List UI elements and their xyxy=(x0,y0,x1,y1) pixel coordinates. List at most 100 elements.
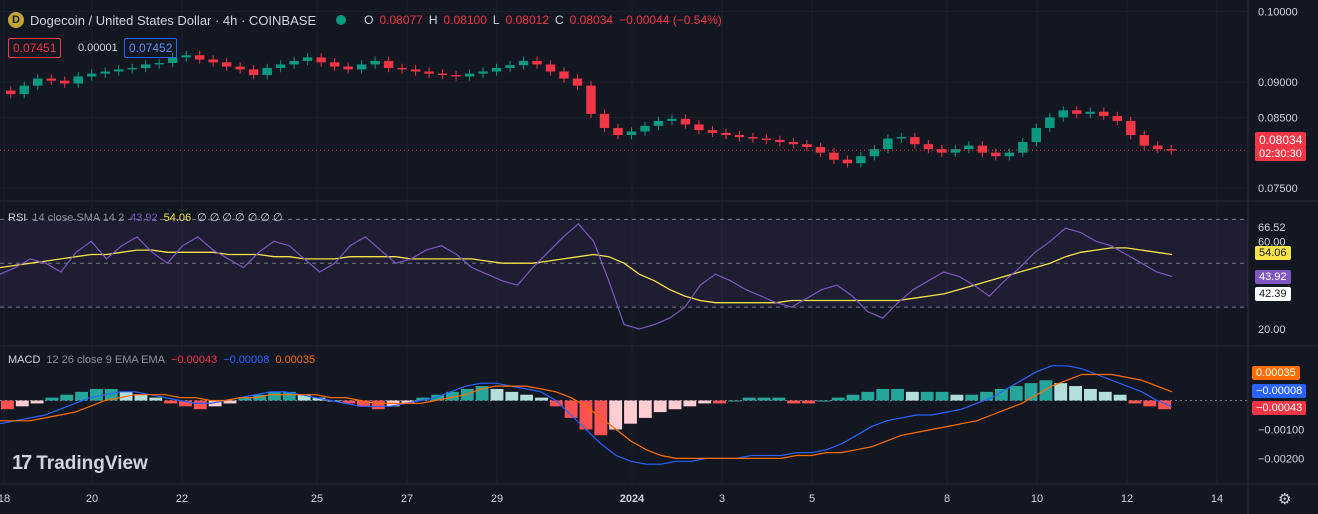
candle-body xyxy=(100,71,110,74)
candle-body xyxy=(329,62,340,67)
candle-body xyxy=(856,156,866,164)
macd-histogram-bar xyxy=(668,400,682,410)
candle-body xyxy=(248,69,259,76)
candle-body xyxy=(235,66,245,70)
macd-axis-label: −0.00100 xyxy=(1258,424,1304,436)
candle-body xyxy=(1018,142,1028,153)
candle-body xyxy=(181,55,191,58)
candle-body xyxy=(640,125,650,132)
macd-histogram-bar xyxy=(891,388,904,401)
candle-body xyxy=(775,139,785,143)
rsi-line xyxy=(0,222,1173,330)
gear-icon[interactable]: ⚙ xyxy=(1278,491,1292,508)
rsi-pane[interactable] xyxy=(0,218,1248,330)
candle-body xyxy=(505,65,515,68)
time-axis-label: 18 xyxy=(0,493,10,505)
macd-histogram-bar xyxy=(994,388,1008,401)
candle-body xyxy=(626,131,637,136)
candle-body xyxy=(1085,111,1096,114)
countdown-tag: 02:30:30 xyxy=(1255,147,1306,161)
time-axis-label: 20 xyxy=(86,493,98,505)
macd-legend[interactable]: MACD 12 26 close 9 EMA EMA −0.00043 −0.0… xyxy=(8,354,315,366)
candle-body xyxy=(572,78,583,86)
dogecoin-coin-icon: D xyxy=(8,12,24,28)
macd-histogram-bar xyxy=(505,391,519,401)
macd-pane[interactable] xyxy=(0,365,1248,465)
sell-button[interactable]: 0.07451 xyxy=(8,38,62,58)
macd-histogram-bar xyxy=(193,400,207,410)
candle-body xyxy=(19,85,29,95)
macd-histogram-bar xyxy=(223,400,237,404)
candle-body xyxy=(1139,135,1149,146)
macd-histogram-bar xyxy=(846,394,860,401)
rsi-sma-tag: 54.06 xyxy=(1255,246,1291,260)
candle-body xyxy=(208,59,218,63)
macd-histogram-bar xyxy=(282,391,296,401)
candle-body xyxy=(1045,117,1055,128)
tradingview-logo[interactable]: 17 TradingView xyxy=(12,452,148,475)
rsi-params: 14 close SMA 14 2 xyxy=(32,211,125,224)
macd-histogram-bar xyxy=(757,397,771,401)
candle-body xyxy=(910,137,920,145)
candle-body xyxy=(464,73,475,77)
macd-histogram-bar xyxy=(45,397,59,401)
candle-body xyxy=(1126,120,1136,136)
candle-body xyxy=(262,67,272,76)
time-axis-label: 29 xyxy=(491,493,503,505)
candle-body xyxy=(653,120,664,126)
macd-histogram-bar xyxy=(1069,386,1082,401)
candle-body xyxy=(937,149,947,153)
macd-histogram-bar xyxy=(1113,394,1127,401)
macd-hist-value: −0.00043 xyxy=(171,354,218,366)
symbol-legend[interactable]: D Dogecoin / United States Dollar · 4h ·… xyxy=(8,12,722,28)
candle-body xyxy=(1153,145,1163,150)
macd-histogram-bar xyxy=(861,391,875,401)
candle-body xyxy=(1166,149,1176,151)
macd-histogram-bar xyxy=(549,400,563,407)
candle-body xyxy=(734,135,745,138)
price-axis-label: 0.08500 xyxy=(1258,112,1298,124)
candle-body xyxy=(343,66,353,70)
macd-histogram-bar xyxy=(698,400,712,404)
candle-body xyxy=(383,60,394,68)
macd-histogram-bar xyxy=(401,400,415,404)
candle-body xyxy=(302,57,313,61)
tradingview-logo-text: TradingView xyxy=(36,452,148,474)
candle-body xyxy=(410,69,421,72)
time-axis-label: 22 xyxy=(176,493,188,505)
candle-body xyxy=(127,67,137,70)
low-value: 0.08012 xyxy=(505,13,549,27)
candle-body xyxy=(923,144,934,150)
open-label: O xyxy=(364,13,374,27)
low-label: L xyxy=(492,13,500,27)
time-axis-label: 3 xyxy=(719,493,725,505)
time-axis-label: 8 xyxy=(944,493,950,505)
macd-histogram-bar xyxy=(816,400,830,402)
candle-body xyxy=(829,152,839,160)
macd-histogram-bar xyxy=(727,400,741,402)
candle-body xyxy=(559,71,569,79)
rsi-axis-label: 20.00 xyxy=(1258,324,1286,336)
rsi-extra: ∅ ∅ ∅ ∅ ∅ ∅ ∅ xyxy=(197,212,283,224)
candle-body xyxy=(869,149,880,157)
candle-body xyxy=(761,138,772,140)
rsi-legend[interactable]: RSI 14 close SMA 14 2 43.92 54.06 ∅ ∅ ∅ … xyxy=(8,211,283,225)
macd-line xyxy=(0,365,1173,465)
candle-body xyxy=(721,132,731,136)
buy-button[interactable]: 0.07452 xyxy=(124,38,178,58)
macd-histogram-bar xyxy=(965,394,979,401)
candle-body xyxy=(1031,127,1042,143)
macd-hist-tag: −0.00043 xyxy=(1252,401,1307,415)
time-axis-label: 2024 xyxy=(620,493,645,505)
tradingview-logo-icon: 17 xyxy=(12,452,32,474)
candle-body xyxy=(289,60,299,65)
axes: 18 20 22 25 27 29 2024 3 5 8 10 12 14 0.10000 0.09000 0… xyxy=(0,7,1304,505)
macd-histogram-bar xyxy=(297,394,311,401)
price-pane[interactable] xyxy=(0,51,1248,168)
candle-body xyxy=(316,57,326,63)
candle-body xyxy=(154,63,164,65)
candle-body xyxy=(221,62,232,67)
macd-histogram-bar xyxy=(579,400,593,430)
macd-histogram-bar xyxy=(371,400,385,410)
